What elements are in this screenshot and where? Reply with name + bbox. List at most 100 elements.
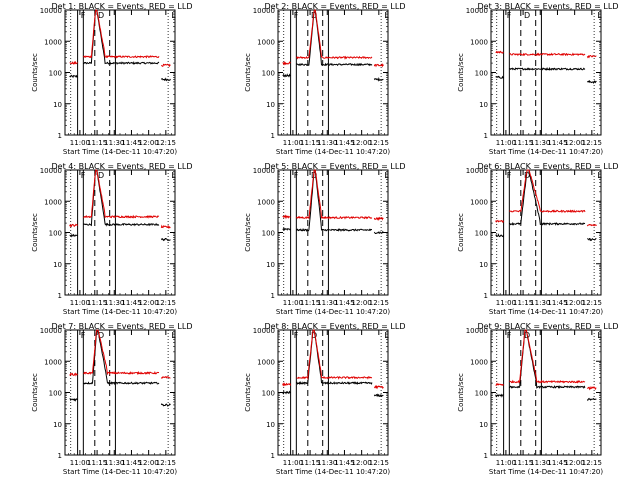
panel-title: Det 4: BLACK = Events, RED = LLD — [52, 162, 193, 171]
y-tick-label: 10 — [53, 101, 62, 109]
events-series-line — [586, 237, 597, 242]
x-tick-label: 11:45 — [334, 299, 354, 307]
x-axis-label: Start Time (14-Dec-11 10:47:20) — [489, 148, 603, 156]
marker-letter: D — [98, 171, 104, 180]
marker-letter: F — [294, 331, 299, 340]
events-series-line — [160, 77, 171, 82]
y-tick-label: 100 — [475, 70, 488, 78]
y-tick-label: 1000 — [44, 198, 62, 206]
plot-frame — [64, 169, 176, 296]
lld-series-line — [495, 50, 504, 54]
y-tick-label: 1000 — [44, 358, 62, 366]
marker-letter: L — [171, 331, 176, 340]
y-tick-label: 1 — [271, 452, 275, 460]
lld-series-line — [69, 372, 78, 377]
panel-title: Det 3: BLACK = Events, RED = LLD — [478, 2, 619, 11]
lld-series-line — [586, 223, 597, 227]
panel-title: Det 7: BLACK = Events, RED = LLD — [52, 322, 193, 331]
x-tick-label: 12:00 — [352, 459, 372, 467]
x-tick-label: 11:45 — [121, 139, 141, 147]
x-tick-label: 12:15 — [582, 459, 602, 467]
y-tick-label: 10 — [266, 101, 275, 109]
y-tick-label: 10000 — [466, 167, 488, 175]
lld-series-line — [495, 219, 505, 223]
y-axis-label: Counts/sec — [31, 213, 39, 252]
x-tick-label: 11:00 — [496, 139, 516, 147]
lld-series-line — [587, 385, 597, 391]
panel-title: Det 6: BLACK = Events, RED = LLD — [478, 162, 619, 171]
x-tick-label: 11:45 — [334, 139, 354, 147]
y-axis-label: Counts/sec — [31, 53, 39, 92]
marker-letter: L — [171, 171, 176, 180]
events-series-line — [586, 79, 597, 84]
y-tick-label: 1 — [58, 452, 62, 460]
y-tick-label: 10 — [266, 261, 275, 269]
x-tick-label: 11:45 — [547, 139, 567, 147]
lld-series-line — [160, 224, 171, 229]
x-tick-label: 12:15 — [156, 459, 176, 467]
y-tick-label: 10 — [266, 421, 275, 429]
y-tick-label: 100 — [262, 230, 275, 238]
panel-det-5: Det 5: BLACK = Events, RED = LLD 1 10 100 10… — [244, 162, 405, 316]
y-axis-label: Counts/sec — [457, 53, 465, 92]
lld-series-line — [69, 223, 79, 228]
x-tick-label: 11:45 — [334, 459, 354, 467]
events-series-line — [69, 74, 78, 79]
x-tick-label: 12:00 — [139, 299, 159, 307]
events-series-line — [495, 233, 505, 238]
lld-series-line — [296, 329, 373, 381]
y-tick-label: 1000 — [470, 198, 488, 206]
x-axis-label: Start Time (14-Dec-11 10:47:20) — [276, 468, 390, 476]
x-tick-label: 11:30 — [104, 299, 124, 307]
marker-letter: L — [384, 11, 389, 20]
marker-letter: L — [597, 331, 602, 340]
y-tick-label: 1 — [484, 452, 488, 460]
panel-det-3: Det 3: BLACK = Events, RED = LLD 1 10 100 10… — [457, 2, 618, 156]
marker-letter: F — [81, 11, 86, 20]
x-tick-label: 12:00 — [565, 299, 585, 307]
plot-frame — [490, 329, 602, 456]
x-tick-label: 11:15 — [300, 139, 320, 147]
plot-frame — [277, 169, 389, 296]
x-tick-label: 11:15 — [87, 459, 107, 467]
events-series-line — [69, 233, 78, 238]
x-tick-label: 11:00 — [496, 459, 516, 467]
y-tick-label: 1000 — [257, 198, 275, 206]
x-tick-label: 11:30 — [317, 139, 337, 147]
panel-det-7: Det 7: BLACK = Events, RED = LLD 1 10 100 10… — [31, 322, 192, 476]
y-tick-label: 100 — [262, 70, 275, 78]
x-tick-label: 11:45 — [547, 459, 567, 467]
events-series-line — [373, 77, 384, 82]
y-tick-label: 10000 — [253, 167, 275, 175]
x-tick-label: 11:45 — [121, 459, 141, 467]
panel-title: Det 8: BLACK = Events, RED = LLD — [265, 322, 406, 331]
y-axis-label: Counts/sec — [244, 53, 252, 92]
marker-letter: F — [507, 171, 512, 180]
x-tick-label: 11:00 — [70, 459, 90, 467]
y-tick-label: 10000 — [40, 327, 62, 335]
x-tick-label: 12:15 — [582, 299, 602, 307]
plot-frame — [490, 9, 602, 136]
plot-frame — [64, 329, 176, 456]
x-tick-label: 12:00 — [139, 139, 159, 147]
lld-series-line — [586, 54, 597, 59]
plot-frame — [64, 9, 176, 136]
lld-series-line — [83, 329, 160, 376]
x-tick-label: 12:15 — [369, 299, 389, 307]
y-axis-label: Counts/sec — [457, 213, 465, 252]
y-tick-label: 100 — [475, 230, 488, 238]
lld-series-line — [282, 382, 292, 387]
y-tick-label: 1 — [58, 292, 62, 300]
events-series-line — [586, 397, 597, 402]
x-tick-label: 11:30 — [104, 459, 124, 467]
events-series-line — [373, 393, 384, 398]
lld-series-line — [295, 169, 373, 220]
lld-series-line — [373, 63, 384, 68]
lld-series-line — [495, 382, 504, 387]
panel-title: Det 1: BLACK = Events, RED = LLD — [52, 2, 193, 11]
y-tick-label: 1000 — [470, 38, 488, 46]
events-series-line — [495, 393, 504, 398]
x-tick-label: 11:15 — [513, 299, 533, 307]
lld-series-line — [282, 214, 291, 220]
